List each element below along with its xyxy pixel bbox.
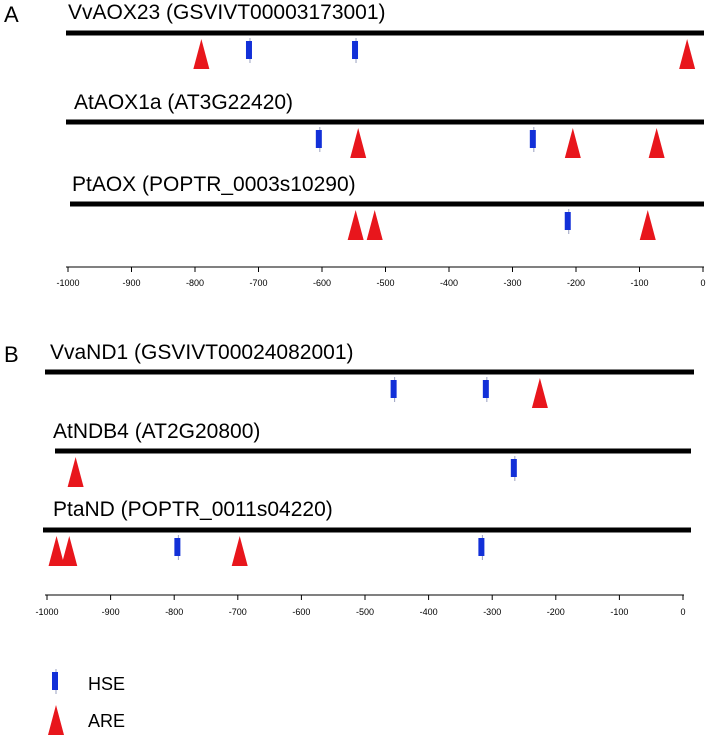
are-marker <box>639 210 656 240</box>
legend-item-are: ARE <box>48 705 125 735</box>
hse-marker <box>174 535 181 560</box>
axis-tick-label: -700 <box>249 278 267 288</box>
gene-label-atndb4: AtNDB4 (AT2G20800) <box>53 420 260 443</box>
legend: HSE ARE <box>48 669 125 735</box>
element-track-vvaox23 <box>193 38 696 69</box>
axis-tick-label: -500 <box>356 607 374 617</box>
hse-marker <box>352 38 359 63</box>
are-marker <box>193 39 210 69</box>
panel-letter-a: A <box>4 2 19 27</box>
axis-tick-label: -200 <box>547 607 565 617</box>
axis-tick-label: -600 <box>313 278 331 288</box>
gene-label-vvaox23: VvAOX23 (GSVIVT00003173001) <box>68 1 386 24</box>
hse-marker <box>245 38 252 63</box>
hse-marker <box>564 209 571 234</box>
element-track-ptand <box>48 535 485 566</box>
are-legend-icon <box>48 705 64 735</box>
axis-tick-label: -600 <box>292 607 310 617</box>
axis-tick-label: -800 <box>186 278 204 288</box>
position-axis-b: -1000 -900 -800 -700 -600 -500 -400 -300 -200 -10… <box>35 594 686 617</box>
legend-item-hse: HSE <box>52 669 125 694</box>
panel-letter-b: B <box>4 342 19 367</box>
axis-tick-label: -100 <box>630 278 648 288</box>
axis-tick-label: -100 <box>610 607 628 617</box>
axis-tick-label: -800 <box>165 607 183 617</box>
are-marker <box>61 536 78 566</box>
hse-marker <box>315 127 322 152</box>
axis-tick-label: -900 <box>102 607 120 617</box>
gene-label-ataox1a: AtAOX1a (AT3G22420) <box>74 91 293 114</box>
are-marker <box>648 128 665 158</box>
are-marker <box>347 210 364 240</box>
are-marker <box>366 210 383 240</box>
legend-label-are: ARE <box>88 711 125 731</box>
axis-tick-label: 0 <box>680 607 685 617</box>
axis-tick-label: -500 <box>376 278 394 288</box>
are-marker <box>67 457 84 487</box>
are-marker <box>679 39 696 69</box>
are-marker <box>564 128 581 158</box>
are-marker <box>531 378 548 408</box>
hse-marker <box>510 456 517 481</box>
element-track-ptaox <box>347 209 656 240</box>
legend-label-hse: HSE <box>88 674 125 694</box>
axis-tick-label: -300 <box>503 278 521 288</box>
panel-a: A VvAOX23 (GSVIVT00003173001) AtAOX1a (A… <box>4 1 706 288</box>
axis-tick-label: -200 <box>567 278 585 288</box>
axis-tick-label: -400 <box>440 278 458 288</box>
gene-label-ptaox: PtAOX (POPTR_0003s10290) <box>72 173 356 196</box>
are-marker <box>231 536 248 566</box>
are-marker <box>48 536 65 566</box>
axis-tick-label: -400 <box>420 607 438 617</box>
axis-tick-label: 0 <box>700 278 705 288</box>
axis-tick-label: -1000 <box>56 278 79 288</box>
panel-b: B VvaND1 (GSVIVT00024082001) AtNDB4 (AT2… <box>4 341 694 617</box>
axis-tick-label: -300 <box>483 607 501 617</box>
axis-tick-label: -900 <box>122 278 140 288</box>
gene-label-ptand: PtaND (POPTR_0011s04220) <box>53 498 333 521</box>
hse-marker <box>482 377 489 402</box>
hse-marker <box>390 377 397 402</box>
position-axis-a: -1000 -900 -800 -700 -600 -500 -400 -300 -200 -10… <box>56 266 706 288</box>
element-track-atndb4 <box>67 456 517 487</box>
hse-marker <box>478 535 485 560</box>
gene-label-vvand1: VvaND1 (GSVIVT00024082001) <box>50 341 354 364</box>
hse-legend-icon <box>52 669 58 694</box>
axis-tick-label: -700 <box>229 607 247 617</box>
hse-marker <box>529 127 536 152</box>
element-track-ataox1a <box>315 127 665 158</box>
element-track-vvand1 <box>390 377 548 408</box>
axis-tick-label: -1000 <box>35 607 58 617</box>
are-marker <box>350 128 367 158</box>
